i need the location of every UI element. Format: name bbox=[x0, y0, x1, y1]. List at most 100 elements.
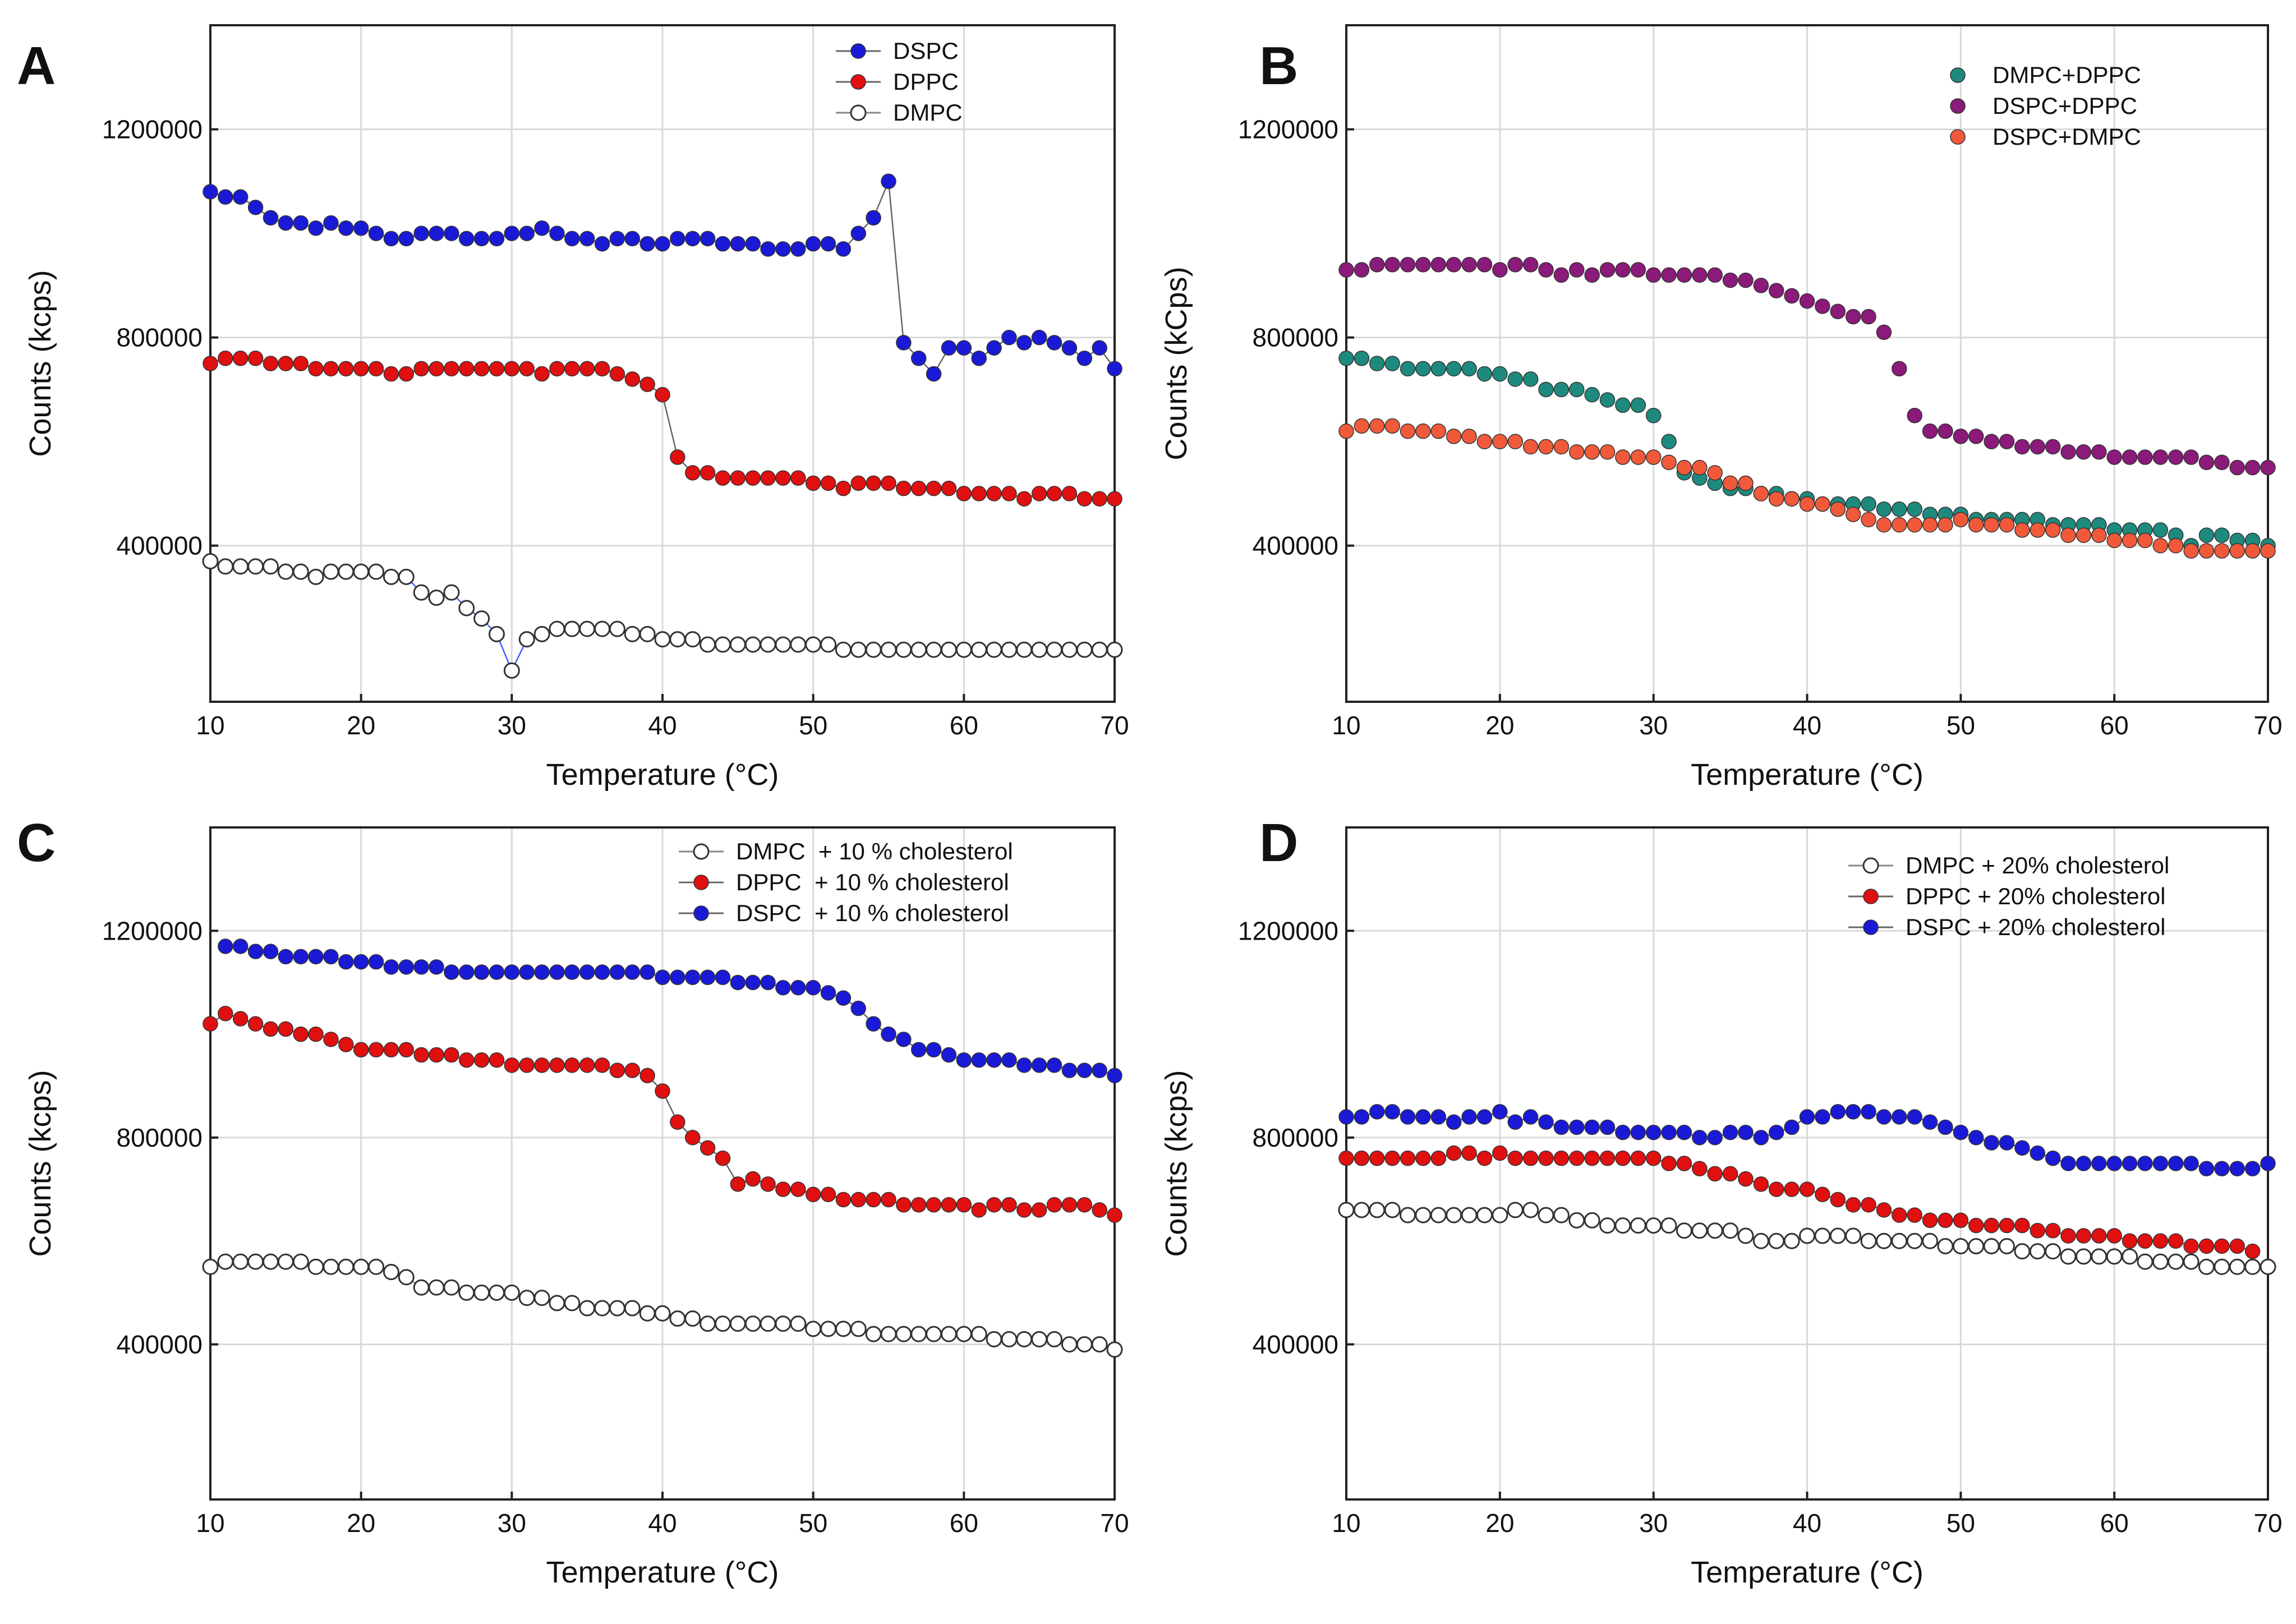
data-point bbox=[2152, 1156, 2169, 1171]
data-point bbox=[579, 1300, 596, 1317]
data-point bbox=[1046, 641, 1063, 658]
data-point bbox=[1953, 1124, 1969, 1140]
data-point bbox=[1645, 408, 1662, 424]
x-tick-label: 60 bbox=[950, 1508, 978, 1538]
data-point bbox=[970, 641, 987, 658]
data-point bbox=[263, 356, 279, 371]
data-point bbox=[1092, 340, 1107, 356]
x-tick-label: 40 bbox=[1793, 1508, 1821, 1538]
data-point bbox=[2168, 1233, 2184, 1249]
x-tick-label: 70 bbox=[1100, 1508, 1129, 1538]
data-point bbox=[1922, 1212, 1938, 1229]
data-point bbox=[2091, 444, 2107, 460]
panel-letter: B bbox=[1259, 36, 1298, 96]
data-point bbox=[323, 949, 339, 965]
data-point bbox=[745, 1171, 761, 1187]
data-point bbox=[549, 1295, 565, 1312]
data-point bbox=[1814, 1227, 1831, 1244]
data-point bbox=[2076, 444, 2092, 460]
data-point bbox=[850, 475, 867, 491]
data-point bbox=[1815, 496, 1830, 512]
data-point bbox=[2260, 459, 2276, 476]
legend-label: DSPC+DPPC bbox=[1993, 93, 2137, 119]
data-point bbox=[1046, 486, 1062, 502]
data-point bbox=[700, 1315, 716, 1332]
data-point bbox=[1446, 429, 1462, 444]
data-point bbox=[1829, 1227, 1846, 1244]
data-point bbox=[1815, 1109, 1830, 1125]
data-point bbox=[745, 470, 761, 486]
data-point bbox=[624, 371, 641, 387]
data-point bbox=[715, 1151, 731, 1166]
data-point bbox=[1938, 1212, 1953, 1229]
data-point bbox=[549, 361, 565, 377]
legend-label: DPPC + 20% cholesterol bbox=[1906, 883, 2165, 909]
data-point bbox=[1998, 1237, 2015, 1254]
data-point bbox=[383, 1264, 399, 1281]
data-point bbox=[715, 236, 731, 252]
data-point bbox=[2244, 1258, 2261, 1275]
x-tick-label: 70 bbox=[2253, 1508, 2282, 1538]
data-point bbox=[2030, 522, 2045, 538]
data-point bbox=[2106, 449, 2122, 465]
data-point bbox=[1875, 1232, 1892, 1249]
data-point bbox=[1106, 641, 1123, 658]
data-point bbox=[594, 620, 611, 637]
data-point bbox=[2014, 1140, 2030, 1156]
data-point bbox=[1369, 418, 1385, 434]
data-point bbox=[1999, 517, 2015, 533]
data-point bbox=[1461, 1207, 1478, 1223]
data-point bbox=[1938, 1119, 1953, 1135]
data-point bbox=[1569, 444, 1585, 460]
data-point bbox=[2076, 527, 2092, 543]
data-point bbox=[775, 636, 792, 653]
data-point bbox=[1615, 397, 1631, 413]
data-point bbox=[368, 563, 385, 580]
data-point bbox=[835, 241, 852, 257]
x-tick-label: 10 bbox=[196, 1508, 224, 1538]
data-point bbox=[2198, 1161, 2215, 1176]
data-point bbox=[579, 964, 595, 980]
data-point bbox=[247, 1016, 264, 1032]
data-point bbox=[1092, 491, 1107, 507]
data-point bbox=[2091, 1228, 2107, 1244]
data-point bbox=[2137, 1253, 2154, 1270]
data-point bbox=[1107, 491, 1122, 507]
data-point bbox=[323, 1258, 339, 1275]
data-point bbox=[1016, 1057, 1032, 1073]
data-point bbox=[398, 1269, 415, 1286]
data-point bbox=[413, 959, 429, 975]
data-point bbox=[2137, 1156, 2153, 1171]
data-point bbox=[519, 361, 535, 377]
data-point bbox=[2229, 1161, 2245, 1176]
data-point bbox=[1061, 1197, 1078, 1213]
data-point bbox=[398, 231, 415, 247]
data-point bbox=[1615, 449, 1631, 465]
series-dppc-10-cholesterol bbox=[203, 1006, 1122, 1223]
data-point bbox=[2045, 1151, 2061, 1166]
data-point bbox=[609, 231, 625, 247]
data-point bbox=[338, 361, 354, 377]
data-point bbox=[775, 1315, 792, 1332]
x-tick-label: 30 bbox=[1639, 711, 1668, 740]
data-point bbox=[232, 1253, 249, 1270]
data-point bbox=[1630, 397, 1646, 413]
data-point bbox=[1630, 1124, 1646, 1140]
data-point bbox=[2152, 449, 2169, 465]
data-point bbox=[1553, 381, 1570, 398]
data-point bbox=[715, 969, 731, 985]
data-point bbox=[1016, 1202, 1032, 1218]
chart-panel-c: 10 20 30 40 50 60 70 400000 800000 1200000 Tempera… bbox=[17, 813, 1129, 1589]
data-point bbox=[564, 231, 580, 247]
data-point bbox=[217, 1253, 234, 1270]
data-point bbox=[2214, 1258, 2230, 1275]
data-point bbox=[413, 584, 430, 601]
data-point bbox=[338, 1258, 355, 1275]
data-point bbox=[564, 620, 581, 637]
data-point bbox=[1031, 1202, 1047, 1218]
data-point bbox=[2244, 1243, 2261, 1259]
data-point bbox=[1830, 1104, 1846, 1120]
data-point bbox=[473, 231, 490, 247]
data-point bbox=[2168, 537, 2184, 554]
data-point bbox=[2198, 1238, 2215, 1254]
